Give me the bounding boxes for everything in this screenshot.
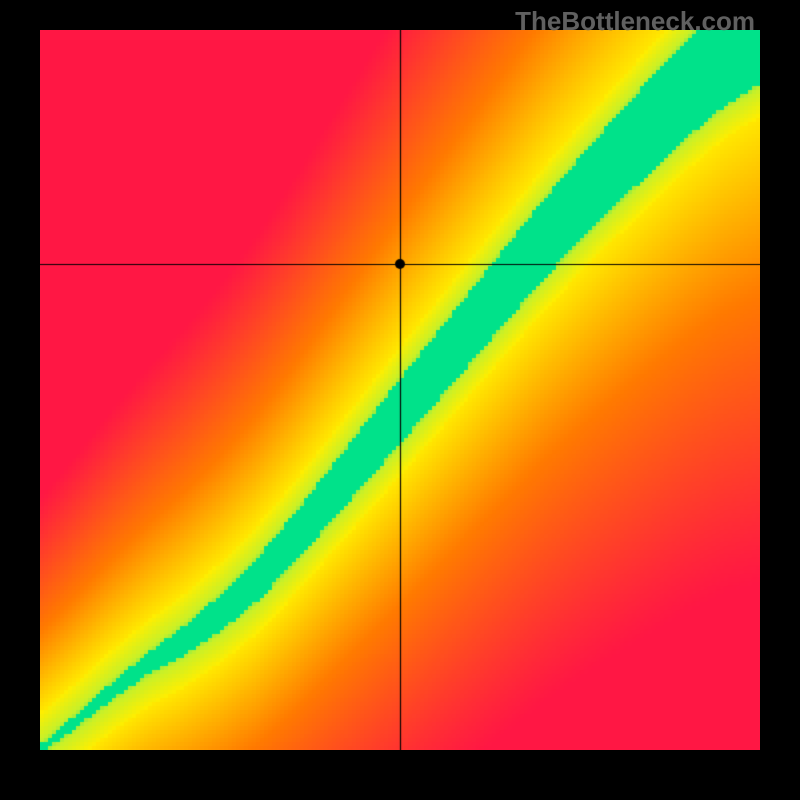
crosshair-overlay xyxy=(40,30,760,750)
chart-container: TheBottleneck.com xyxy=(0,0,800,800)
plot-area xyxy=(40,30,760,750)
watermark-text: TheBottleneck.com xyxy=(515,6,755,37)
